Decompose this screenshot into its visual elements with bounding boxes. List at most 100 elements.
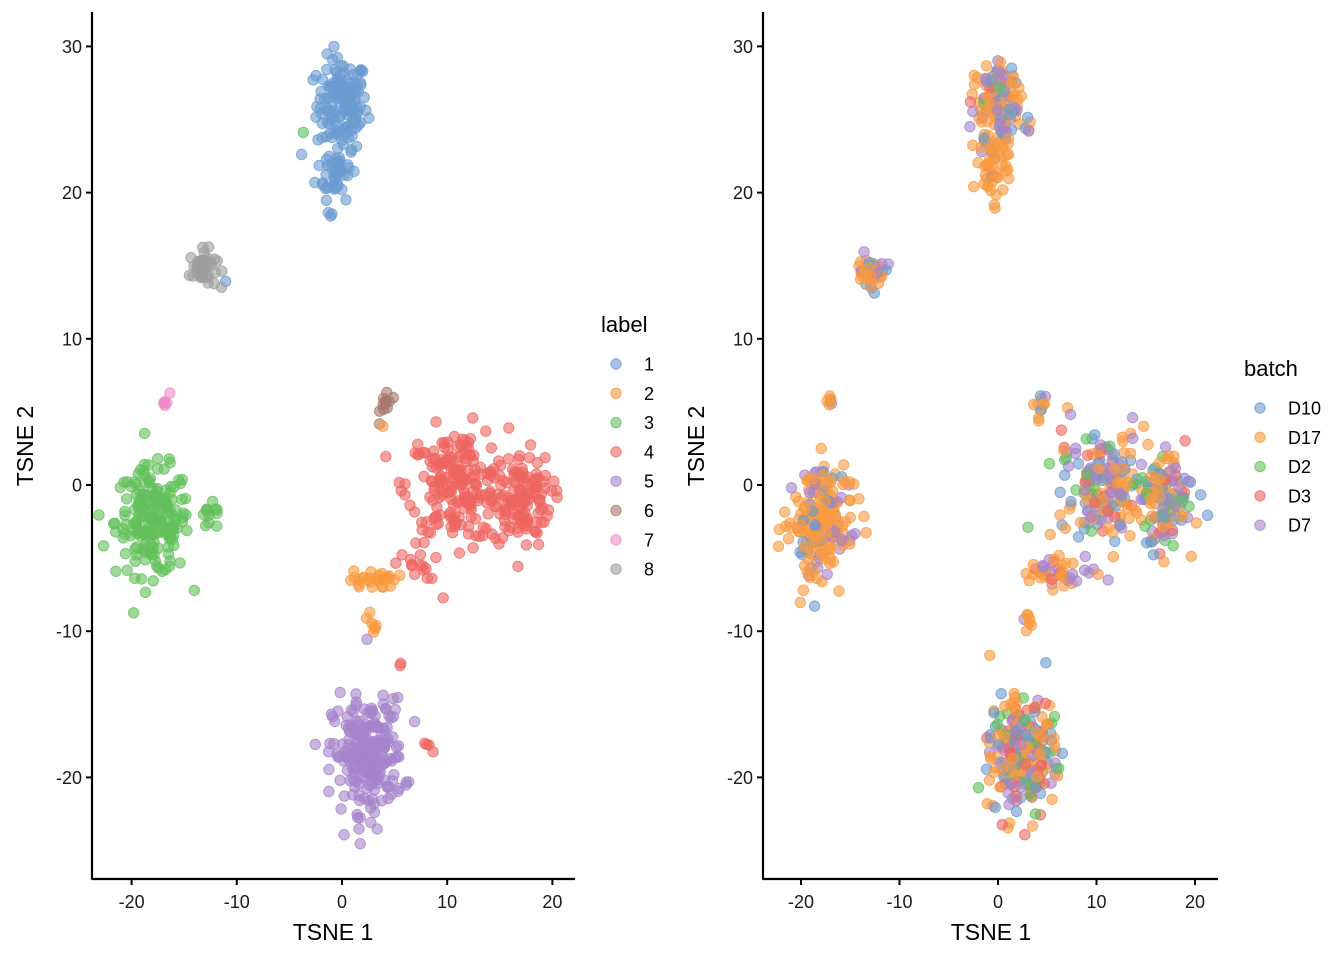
- point-D7: [1015, 739, 1027, 751]
- point-4: [502, 492, 514, 504]
- y-tick-label: -10: [727, 622, 753, 642]
- point-1: [316, 131, 328, 144]
- point-3: [133, 494, 145, 507]
- point-5: [334, 686, 346, 699]
- legend-label: D3: [1288, 486, 1311, 506]
- point-5: [393, 782, 405, 794]
- legend-item-7: 7: [610, 530, 654, 550]
- legend-item-3: 3: [610, 413, 654, 433]
- point-D3: [1055, 424, 1068, 436]
- point-5: [366, 751, 378, 764]
- point-2: [348, 571, 361, 584]
- scatter-points-label: [93, 40, 563, 850]
- point-3: [174, 477, 187, 490]
- point-5: [373, 762, 386, 775]
- point-4: [485, 442, 498, 454]
- y-axis-title: TSNE 2: [12, 406, 38, 487]
- point-D17: [1013, 82, 1025, 94]
- point-D2: [1043, 457, 1056, 470]
- point-1: [348, 165, 360, 178]
- point-D7: [1157, 502, 1169, 515]
- point-D17: [1146, 510, 1158, 522]
- point-1: [328, 89, 341, 102]
- legend-label: 4: [644, 442, 654, 462]
- legend-key-marker: [610, 475, 622, 487]
- point-5: [382, 792, 394, 805]
- legend-item-D17: D17: [1254, 428, 1321, 448]
- point-3: [127, 607, 140, 619]
- point-D10: [1054, 486, 1066, 498]
- point-D17: [1031, 771, 1043, 783]
- point-4: [502, 453, 515, 465]
- legend-key-marker: [1254, 519, 1266, 531]
- point-3: [121, 476, 134, 488]
- point-5: [408, 715, 421, 728]
- point-D17: [996, 159, 1008, 171]
- legend-title: batch: [1244, 356, 1298, 381]
- point-D17: [806, 473, 818, 485]
- point-D17: [1005, 762, 1017, 774]
- point-4: [396, 549, 408, 561]
- point-1: [342, 120, 354, 133]
- point-D17: [1003, 172, 1015, 185]
- point-3: [128, 524, 140, 537]
- point-D17: [984, 649, 996, 662]
- point-D17: [799, 501, 811, 513]
- point-4: [442, 444, 454, 456]
- point-D17: [1024, 613, 1036, 625]
- point-4: [435, 470, 447, 482]
- point-4: [448, 515, 460, 527]
- point-D7: [785, 482, 798, 494]
- point-D7: [1005, 778, 1017, 790]
- point-D17: [1048, 553, 1060, 566]
- legend-key-marker: [1254, 490, 1266, 502]
- point-4: [460, 456, 473, 468]
- point-D17: [1054, 509, 1066, 521]
- point-3: [151, 560, 163, 572]
- point-4: [453, 547, 466, 559]
- point-D3: [1179, 435, 1191, 447]
- point-D17: [810, 531, 823, 543]
- point-4: [418, 536, 430, 549]
- point-4: [482, 508, 494, 520]
- point-D10: [1147, 549, 1160, 561]
- point-D17: [1008, 687, 1020, 700]
- point-3: [203, 516, 215, 529]
- legend-item-D3: D3: [1254, 486, 1311, 506]
- point-8: [183, 269, 196, 281]
- point-3: [110, 565, 122, 577]
- point-5: [335, 803, 347, 815]
- point-D17: [1007, 752, 1019, 764]
- point-D17: [1044, 528, 1056, 541]
- point-4: [467, 542, 479, 554]
- point-1: [333, 74, 346, 87]
- point-D17: [994, 781, 1006, 793]
- y-tick-label: 0: [72, 476, 82, 496]
- x-tick-label: 10: [437, 892, 457, 912]
- point-4: [516, 462, 528, 475]
- point-D10: [1056, 747, 1069, 759]
- x-tick-label: 0: [993, 892, 1003, 912]
- point-4: [424, 491, 436, 503]
- point-D7: [1064, 408, 1077, 421]
- point-5: [329, 715, 341, 728]
- point-4: [539, 451, 551, 464]
- point-D7: [1173, 481, 1185, 493]
- point-1: [355, 64, 367, 77]
- point-D17: [795, 519, 807, 532]
- point-D17: [1059, 522, 1072, 534]
- point-4: [390, 557, 402, 569]
- point-4: [430, 416, 442, 428]
- point-D17: [1002, 132, 1015, 145]
- point-D7: [1114, 487, 1126, 500]
- point-3: [151, 463, 164, 475]
- point-D7: [1003, 798, 1015, 811]
- point-D10: [1201, 509, 1214, 521]
- point-1: [307, 74, 319, 86]
- legend-item-D7: D7: [1254, 516, 1311, 536]
- point-D17: [1055, 570, 1068, 582]
- point-3: [180, 509, 192, 521]
- point-D2: [1136, 472, 1149, 484]
- point-D17: [989, 202, 1001, 214]
- point-4: [480, 425, 492, 437]
